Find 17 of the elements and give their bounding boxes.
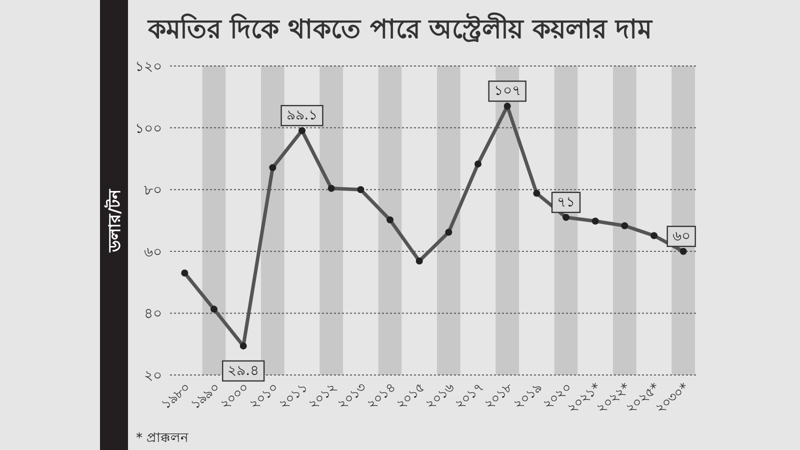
text: * প্রাক্কলন [136, 431, 189, 446]
data-label: ৬০ [672, 228, 690, 244]
data-label: ৭১ [557, 194, 575, 210]
x-tick-label: ২০১৫ [394, 380, 428, 413]
data-label: ২৯.৪ [228, 362, 260, 379]
y-tick-label: ১০০ [135, 120, 162, 137]
data-label: ১০৭ [494, 83, 521, 100]
data-label: ৯৯.১ [286, 108, 318, 124]
y-tick-label: ৬০ [144, 244, 162, 260]
x-tick-label: ২০১৭ [452, 380, 487, 413]
y-tick-label: ২০ [144, 368, 162, 384]
y-tick-label: ৮০ [144, 182, 162, 199]
chart-title: কমতির দিকে থাকতে পারে অস্ট্রেলীয় কয়লার দাম [147, 12, 654, 45]
x-tick-label: ২০১৯ [511, 380, 546, 413]
y-axis-title: ডলার/টন [104, 188, 124, 253]
y-tick-label: ৪০ [144, 306, 162, 322]
y-tick-label: ১২০ [135, 59, 162, 75]
